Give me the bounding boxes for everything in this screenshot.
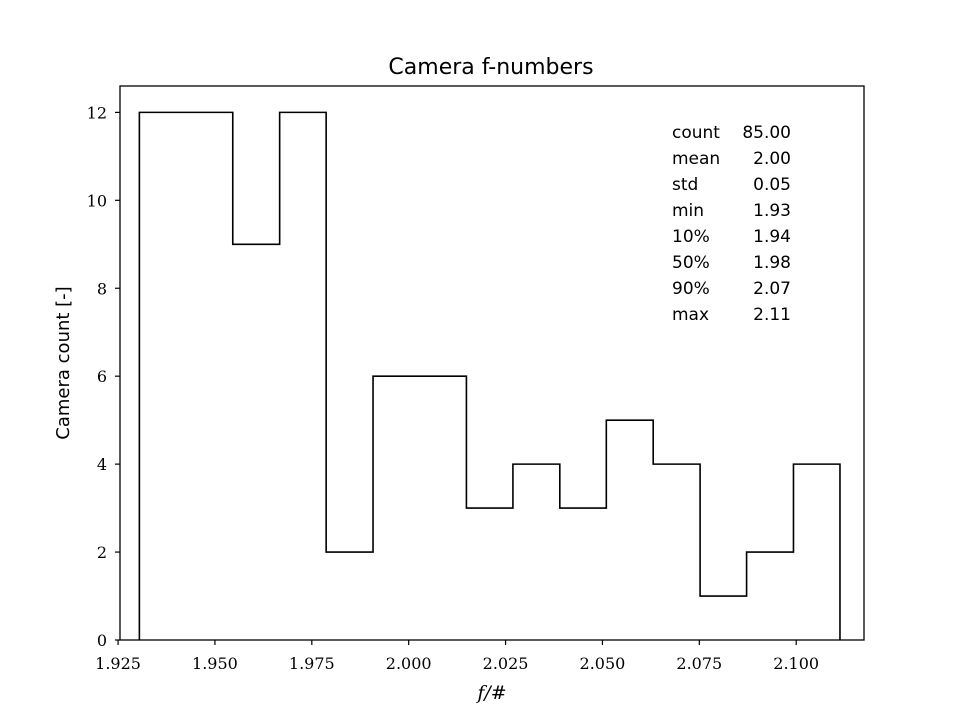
y-tick-label: 8 — [97, 279, 107, 298]
stat-label: min — [672, 201, 704, 221]
stat-label: 50% — [672, 253, 710, 273]
y-tick-label: 2 — [97, 543, 107, 562]
histogram-bar — [700, 596, 747, 640]
stat-value: 85.00 — [742, 123, 791, 143]
histogram-bar — [466, 508, 513, 640]
histogram-bar — [280, 112, 327, 640]
chart-title: Camera f-numbers — [388, 55, 593, 80]
x-tick-label: 1.925 — [95, 654, 141, 673]
x-tick-label: 2.100 — [773, 654, 819, 673]
x-tick-label: 2.075 — [676, 654, 722, 673]
stat-label: count — [672, 123, 720, 143]
stat-value: 1.94 — [753, 227, 791, 247]
histogram-bar — [653, 464, 700, 640]
y-tick-label: 12 — [87, 103, 107, 122]
y-axis: 0 2 4 6 8 10 12 — [87, 103, 120, 650]
stat-label: 10% — [672, 227, 710, 247]
histogram-outline — [138, 111, 841, 640]
y-tick-label: 0 — [97, 631, 107, 650]
histogram-bar — [326, 552, 373, 640]
y-axis-label: Camera count [-] — [53, 286, 74, 439]
plot-area-frame — [119, 85, 865, 641]
y-tick-label: 10 — [87, 191, 107, 210]
statistics-summary: count 85.00 mean 2.00 std 0.05 min 1.93 10% 1.94 5… — [672, 123, 791, 325]
stat-value: 1.93 — [753, 201, 791, 221]
x-tick-label: 2.000 — [386, 654, 432, 673]
histogram-bar — [747, 552, 794, 640]
histogram-bar — [186, 112, 233, 640]
x-tick-label: 2.050 — [580, 654, 626, 673]
histogram-bar — [233, 244, 280, 640]
stat-value: 2.11 — [753, 305, 791, 325]
stat-value: 2.07 — [753, 279, 791, 299]
histogram-bar — [606, 420, 653, 640]
histogram-bar — [560, 508, 607, 640]
x-tick-label: 2.025 — [483, 654, 529, 673]
y-tick-label: 4 — [97, 455, 107, 474]
stat-value: 1.98 — [753, 253, 791, 273]
histogram-bar — [513, 464, 560, 640]
histogram-bars — [139, 112, 840, 640]
stat-label: mean — [672, 149, 720, 169]
stat-value: 0.05 — [753, 175, 791, 195]
x-axis: 1.925 1.950 1.975 2.000 2.025 2.050 2.075 2.100 — [95, 640, 819, 673]
stat-label: std — [672, 175, 698, 195]
x-tick-label: 1.975 — [289, 654, 335, 673]
stat-label: 90% — [672, 279, 710, 299]
histogram-bar — [139, 112, 186, 640]
stat-label: max — [672, 305, 709, 325]
x-axis-label: f/# — [475, 682, 506, 704]
stat-value: 2.00 — [753, 149, 791, 169]
histogram-bar — [793, 464, 840, 640]
x-tick-label: 1.950 — [192, 654, 238, 673]
histogram-bar — [373, 376, 420, 640]
histogram-bar — [420, 376, 467, 640]
y-tick-label: 6 — [97, 367, 107, 386]
